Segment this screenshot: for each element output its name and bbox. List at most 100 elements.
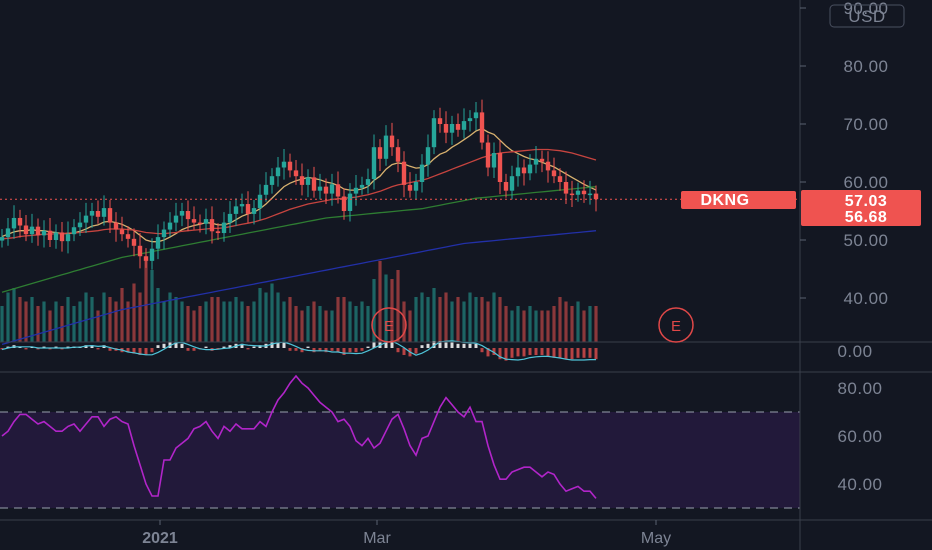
candle-body — [125, 234, 131, 239]
candle-body — [419, 164, 425, 182]
price-tick-label: 80.00 — [843, 57, 888, 76]
candle-body — [377, 147, 383, 159]
candle-body — [89, 211, 95, 216]
candle-body — [227, 213, 233, 223]
macd-histogram-bar — [300, 348, 304, 353]
macd-histogram-bar — [294, 348, 298, 351]
volume-bar — [456, 297, 460, 342]
macd-histogram-bar — [474, 343, 478, 348]
macd-signal-line — [1, 340, 596, 361]
rsi-band-fill — [0, 412, 800, 508]
macd-histogram-bar — [336, 348, 340, 353]
macd-histogram-bar — [0, 348, 4, 350]
macd-histogram-bar — [414, 348, 418, 354]
candle-body — [101, 208, 107, 217]
macd-histogram-bar — [510, 348, 514, 358]
macd-histogram-bar — [444, 342, 448, 348]
currency-label[interactable]: USD — [848, 7, 885, 26]
volume-bar — [192, 310, 196, 342]
candle-body — [119, 229, 125, 235]
macd-histogram-bar — [498, 348, 502, 360]
candle-body — [533, 158, 539, 165]
volume-bar — [402, 301, 406, 342]
candle-body — [35, 226, 41, 236]
macd-histogram-bar — [390, 342, 394, 348]
sma-200-line — [1, 230, 597, 346]
macd-histogram-bar — [504, 348, 508, 361]
candle-body — [395, 147, 401, 162]
macd-tick-label: 0.00 — [837, 342, 872, 361]
earnings-marker-1-label[interactable]: E — [384, 318, 394, 335]
volume-bar — [444, 292, 448, 342]
volume-bar — [120, 288, 124, 342]
volume-bar — [336, 297, 340, 342]
volume-bar — [462, 301, 466, 342]
candle-body — [341, 196, 347, 211]
volume-bar — [114, 301, 118, 342]
volume-bar — [228, 301, 232, 342]
volume-bar — [438, 297, 442, 342]
volume-bar — [264, 292, 268, 342]
volume-bar — [312, 301, 316, 342]
volume-bar — [126, 301, 130, 342]
candle-body — [473, 112, 479, 119]
candle-body — [197, 222, 203, 225]
volume-bar — [426, 297, 430, 342]
macd-histogram-bar — [456, 343, 460, 348]
macd-histogram-bar — [192, 348, 196, 351]
candle-body — [41, 230, 47, 236]
x-label-mar: Mar — [363, 530, 391, 547]
candle-body — [107, 208, 113, 223]
volume-bar — [300, 310, 304, 342]
earnings-marker-2[interactable] — [658, 307, 694, 343]
candle-body — [545, 161, 551, 171]
macd-histogram-bar — [108, 348, 112, 351]
volume-bar — [528, 306, 532, 342]
candle-body — [179, 211, 185, 216]
macd-histogram-bar — [354, 348, 358, 353]
volume-bar — [282, 301, 286, 342]
candle-body — [407, 184, 413, 191]
macd-histogram-bar — [204, 346, 208, 348]
candle-body — [257, 194, 263, 209]
candle-body — [83, 215, 89, 223]
candle-body — [293, 170, 299, 177]
volume-bar — [24, 301, 28, 342]
macd-histogram-bar — [480, 348, 484, 353]
candle-body — [323, 186, 329, 194]
volume-bar — [414, 297, 418, 342]
candle-body — [287, 161, 293, 171]
rsi-tick-label: 60.00 — [837, 427, 882, 446]
volume-bar — [564, 301, 568, 342]
macd-histogram-bar — [162, 343, 166, 348]
volume-bar — [480, 297, 484, 342]
price-tick-label: 40.00 — [843, 289, 888, 308]
volume-bar — [204, 301, 208, 342]
volume-bar — [102, 292, 106, 342]
macd-histogram-bar — [288, 348, 292, 351]
candle-body — [467, 118, 473, 122]
macd-histogram-bar — [402, 348, 406, 355]
currency-badge-frame[interactable] — [829, 4, 905, 28]
candle-body — [485, 142, 491, 168]
macd-histogram-bar — [24, 348, 28, 350]
price-tick-label: 70.00 — [843, 115, 888, 134]
macd-histogram-bar — [180, 343, 184, 348]
volume-bar — [408, 310, 412, 342]
macd-histogram-bar — [282, 342, 286, 348]
earnings-marker-2-label[interactable]: E — [671, 318, 681, 335]
macd-histogram-bar — [360, 348, 364, 351]
macd-histogram-bar — [582, 348, 586, 358]
macd-histogram-bar — [564, 348, 568, 360]
volume-bar — [0, 306, 4, 342]
candle-body — [149, 248, 155, 261]
volume-bar — [522, 310, 526, 342]
volume-bar — [156, 288, 160, 342]
macd-histogram-bar — [240, 343, 244, 348]
volume-bar — [348, 301, 352, 342]
earnings-marker-1[interactable] — [371, 307, 407, 343]
candle-body — [95, 211, 101, 217]
moving-average-lines — [1, 127, 597, 346]
candle-body — [515, 167, 521, 177]
